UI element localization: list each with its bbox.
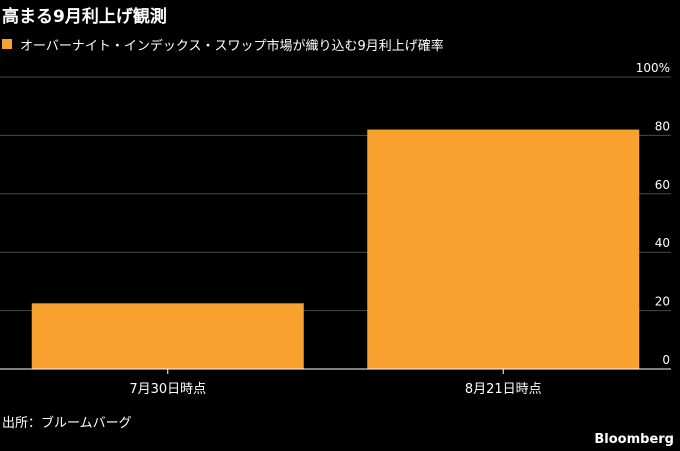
- legend: オーバーナイト・インデックス・スワップ市場が織り込む9月利上げ確率: [2, 36, 444, 54]
- legend-label: オーバーナイト・インデックス・スワップ市場が織り込む9月利上げ確率: [20, 38, 444, 54]
- bar: [367, 129, 640, 369]
- source-note: 出所：ブルームバーグ: [2, 416, 132, 431]
- brand-logo: Bloomberg: [594, 432, 674, 447]
- chart-title: 高まる9月利上げ観測: [2, 7, 167, 27]
- y-tick-label: 40: [655, 236, 670, 250]
- y-tick-label: 100%: [636, 61, 670, 75]
- legend-swatch: [2, 39, 12, 49]
- y-tick-label: 20: [655, 295, 670, 309]
- y-tick-label: 60: [655, 178, 670, 192]
- y-tick-label: 0: [662, 353, 670, 367]
- x-tick-label: 7月30日時点: [129, 382, 206, 397]
- bar: [31, 303, 304, 369]
- x-tick-label: 8月21日時点: [465, 382, 542, 397]
- y-tick-label: 80: [655, 119, 670, 133]
